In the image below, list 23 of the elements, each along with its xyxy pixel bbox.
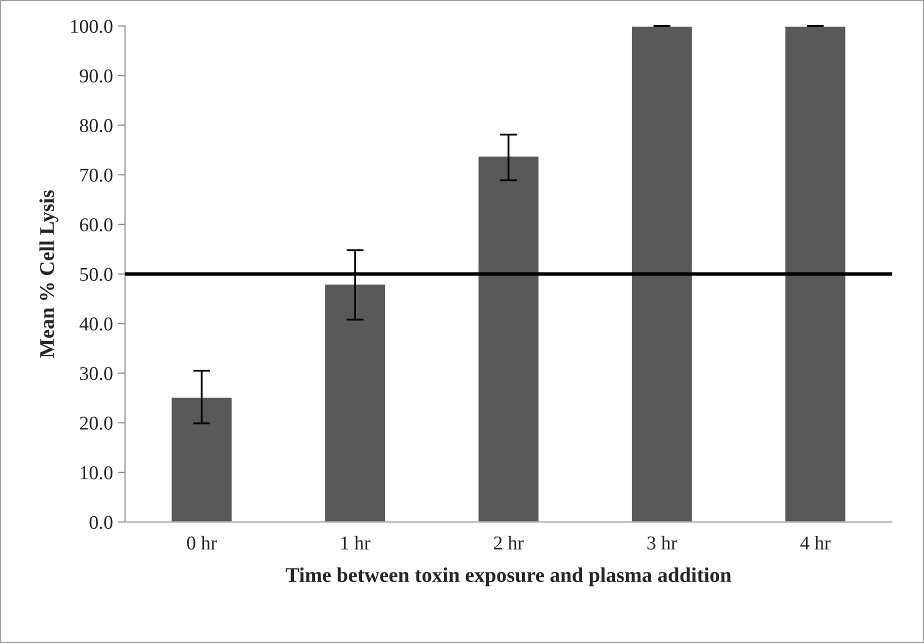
x-tick-label: 3 hr: [647, 536, 678, 550]
y-tick-label: 100.0: [71, 20, 112, 34]
y-tick-label: 40.0: [80, 317, 112, 331]
bar: [477, 155, 540, 522]
x-tick-label: 1 hr: [341, 536, 370, 550]
x-tick-label: 0 hr: [187, 536, 217, 550]
bar: [784, 26, 847, 522]
y-tick-label: 90.0: [80, 69, 112, 83]
y-tick-label: 60.0: [80, 218, 112, 232]
bar: [170, 396, 234, 522]
y-tick-label: 10.0: [80, 466, 112, 480]
y-tick-label: 50.0: [80, 268, 112, 282]
x-tick-label: 2 hr: [494, 536, 524, 550]
y-tick-label: 30.0: [80, 367, 112, 380]
y-tick-label: 20.0: [80, 416, 112, 430]
x-axis-title: Time between toxin exposure and plasma addition: [286, 567, 732, 586]
bar: [324, 283, 386, 522]
bar: [630, 26, 694, 522]
x-tick-label: 4 hr: [800, 536, 831, 550]
y-tick-label: 70.0: [80, 168, 112, 182]
y-tick-label: 80.0: [80, 119, 112, 132]
y-axis-title: Mean % Cell Lysis: [39, 190, 58, 358]
y-tick-label: 0.0: [90, 516, 112, 530]
